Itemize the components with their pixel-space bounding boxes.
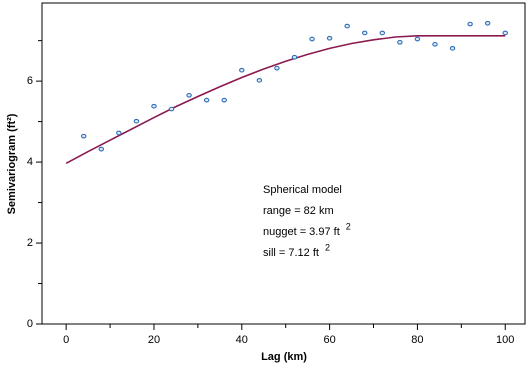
annotation-superscript: 2 <box>346 221 351 231</box>
data-point <box>116 130 122 136</box>
annotation: nugget = 3.97 ft <box>263 226 340 238</box>
data-point <box>414 36 421 42</box>
data-point <box>484 20 491 26</box>
y-axis-title: Semivariogram (ft²) <box>6 113 18 214</box>
annotation: range = 82 km <box>263 205 334 217</box>
data-point <box>133 118 140 124</box>
data-point <box>151 103 157 109</box>
annotation: Spherical model <box>263 184 342 196</box>
data-point <box>239 67 245 73</box>
y-tick-label: 0 <box>27 318 33 330</box>
data-point <box>203 97 210 103</box>
data-point <box>344 23 350 29</box>
annotation: sill = 7.12 ft <box>263 247 319 259</box>
data-point <box>98 146 105 152</box>
x-tick-label: 80 <box>411 334 423 346</box>
x-tick-label: 20 <box>148 334 160 346</box>
data-point <box>291 54 298 60</box>
data-point <box>274 65 280 71</box>
data-point <box>221 97 227 103</box>
x-tick-label: 0 <box>63 334 69 346</box>
x-axis-title: Lag (km) <box>261 351 307 363</box>
data-point <box>326 35 333 41</box>
y-tick-label: 4 <box>27 156 33 168</box>
x-tick-label: 100 <box>496 334 514 346</box>
data-point <box>449 45 456 51</box>
data-point <box>168 106 175 112</box>
data-point <box>379 30 386 36</box>
data-point <box>432 41 438 47</box>
data-point <box>186 92 192 98</box>
data-point <box>467 21 473 27</box>
data-point <box>80 133 87 139</box>
model-line <box>65 34 506 165</box>
data-point <box>397 39 403 45</box>
y-tick-label: 2 <box>27 237 33 249</box>
data-point <box>502 30 508 36</box>
data-point <box>256 77 263 83</box>
data-point <box>361 30 368 36</box>
y-tick-label: 6 <box>27 75 33 87</box>
x-tick-label: 40 <box>236 334 248 346</box>
x-tick-label: 60 <box>323 334 335 346</box>
data-point <box>309 36 315 42</box>
annotation-superscript: 2 <box>325 242 330 252</box>
plot-frame <box>41 2 526 325</box>
